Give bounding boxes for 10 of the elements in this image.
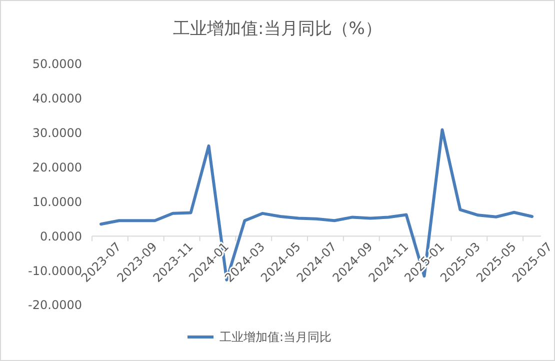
y-tick-label: 20.0000 [32, 160, 82, 174]
y-tick-label: 30.0000 [32, 126, 82, 140]
y-tick-label: 10.0000 [32, 194, 82, 209]
chart-title: 工业增加值:当月同比（%） [173, 19, 382, 39]
y-tick-label: -10.0000 [28, 264, 82, 278]
y-tick-label: 40.0000 [32, 92, 82, 106]
y-tick-label: 0.0000 [40, 229, 82, 244]
legend-label: 工业增加值:当月同比 [220, 330, 332, 344]
y-tick-label: -20.0000 [28, 298, 82, 312]
y-tick-label: 50.0000 [32, 57, 82, 72]
